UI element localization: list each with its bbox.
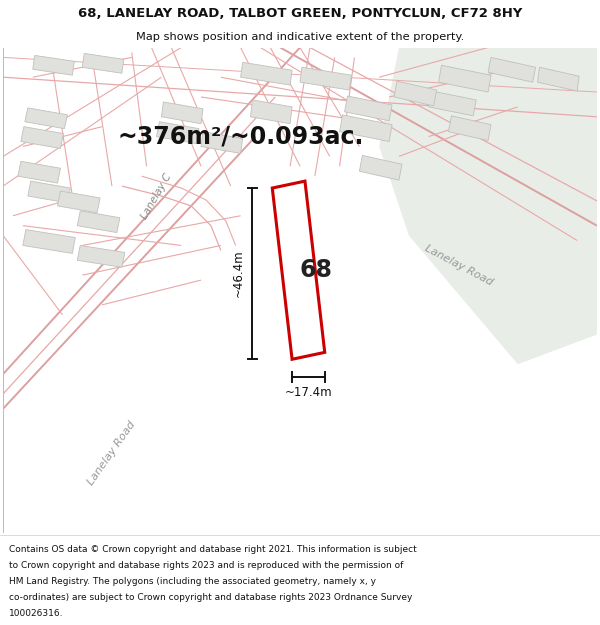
Polygon shape (344, 96, 392, 121)
Polygon shape (28, 181, 70, 203)
Polygon shape (21, 127, 64, 149)
Text: Lanelay Road: Lanelay Road (422, 243, 494, 288)
Polygon shape (241, 62, 292, 85)
Polygon shape (77, 246, 125, 268)
Polygon shape (25, 108, 67, 129)
Polygon shape (538, 68, 579, 91)
Polygon shape (488, 58, 536, 82)
Text: Map shows position and indicative extent of the property.: Map shows position and indicative extent… (136, 32, 464, 42)
Text: to Crown copyright and database rights 2023 and is reproduced with the permissio: to Crown copyright and database rights 2… (9, 561, 403, 570)
Text: 68, LANELAY ROAD, TALBOT GREEN, PONTYCLUN, CF72 8HY: 68, LANELAY ROAD, TALBOT GREEN, PONTYCLU… (78, 7, 522, 20)
Text: ~46.4m: ~46.4m (232, 250, 245, 298)
Polygon shape (58, 191, 100, 213)
Polygon shape (82, 54, 124, 73)
Polygon shape (33, 56, 74, 75)
Polygon shape (379, 48, 597, 364)
Text: Lanelay C: Lanelay C (139, 171, 173, 221)
Polygon shape (157, 122, 199, 144)
Polygon shape (77, 211, 120, 232)
Text: HM Land Registry. The polygons (including the associated geometry, namely x, y: HM Land Registry. The polygons (includin… (9, 577, 376, 586)
Polygon shape (340, 115, 392, 141)
Text: co-ordinates) are subject to Crown copyright and database rights 2023 Ordnance S: co-ordinates) are subject to Crown copyr… (9, 593, 412, 602)
Polygon shape (201, 132, 242, 153)
Polygon shape (394, 81, 437, 106)
Polygon shape (448, 116, 491, 141)
Polygon shape (161, 102, 203, 124)
Polygon shape (18, 161, 61, 183)
Polygon shape (439, 66, 491, 92)
Text: 68: 68 (300, 258, 333, 282)
Polygon shape (300, 68, 352, 90)
Text: Lanelay Road: Lanelay Road (86, 419, 138, 487)
Polygon shape (428, 91, 476, 116)
Text: 100026316.: 100026316. (9, 609, 64, 618)
Text: Contains OS data © Crown copyright and database right 2021. This information is : Contains OS data © Crown copyright and d… (9, 544, 417, 554)
Text: ~376m²/~0.093ac.: ~376m²/~0.093ac. (118, 124, 364, 149)
Polygon shape (23, 229, 76, 253)
Polygon shape (251, 100, 292, 124)
Text: ~17.4m: ~17.4m (284, 386, 332, 399)
Polygon shape (359, 156, 402, 180)
